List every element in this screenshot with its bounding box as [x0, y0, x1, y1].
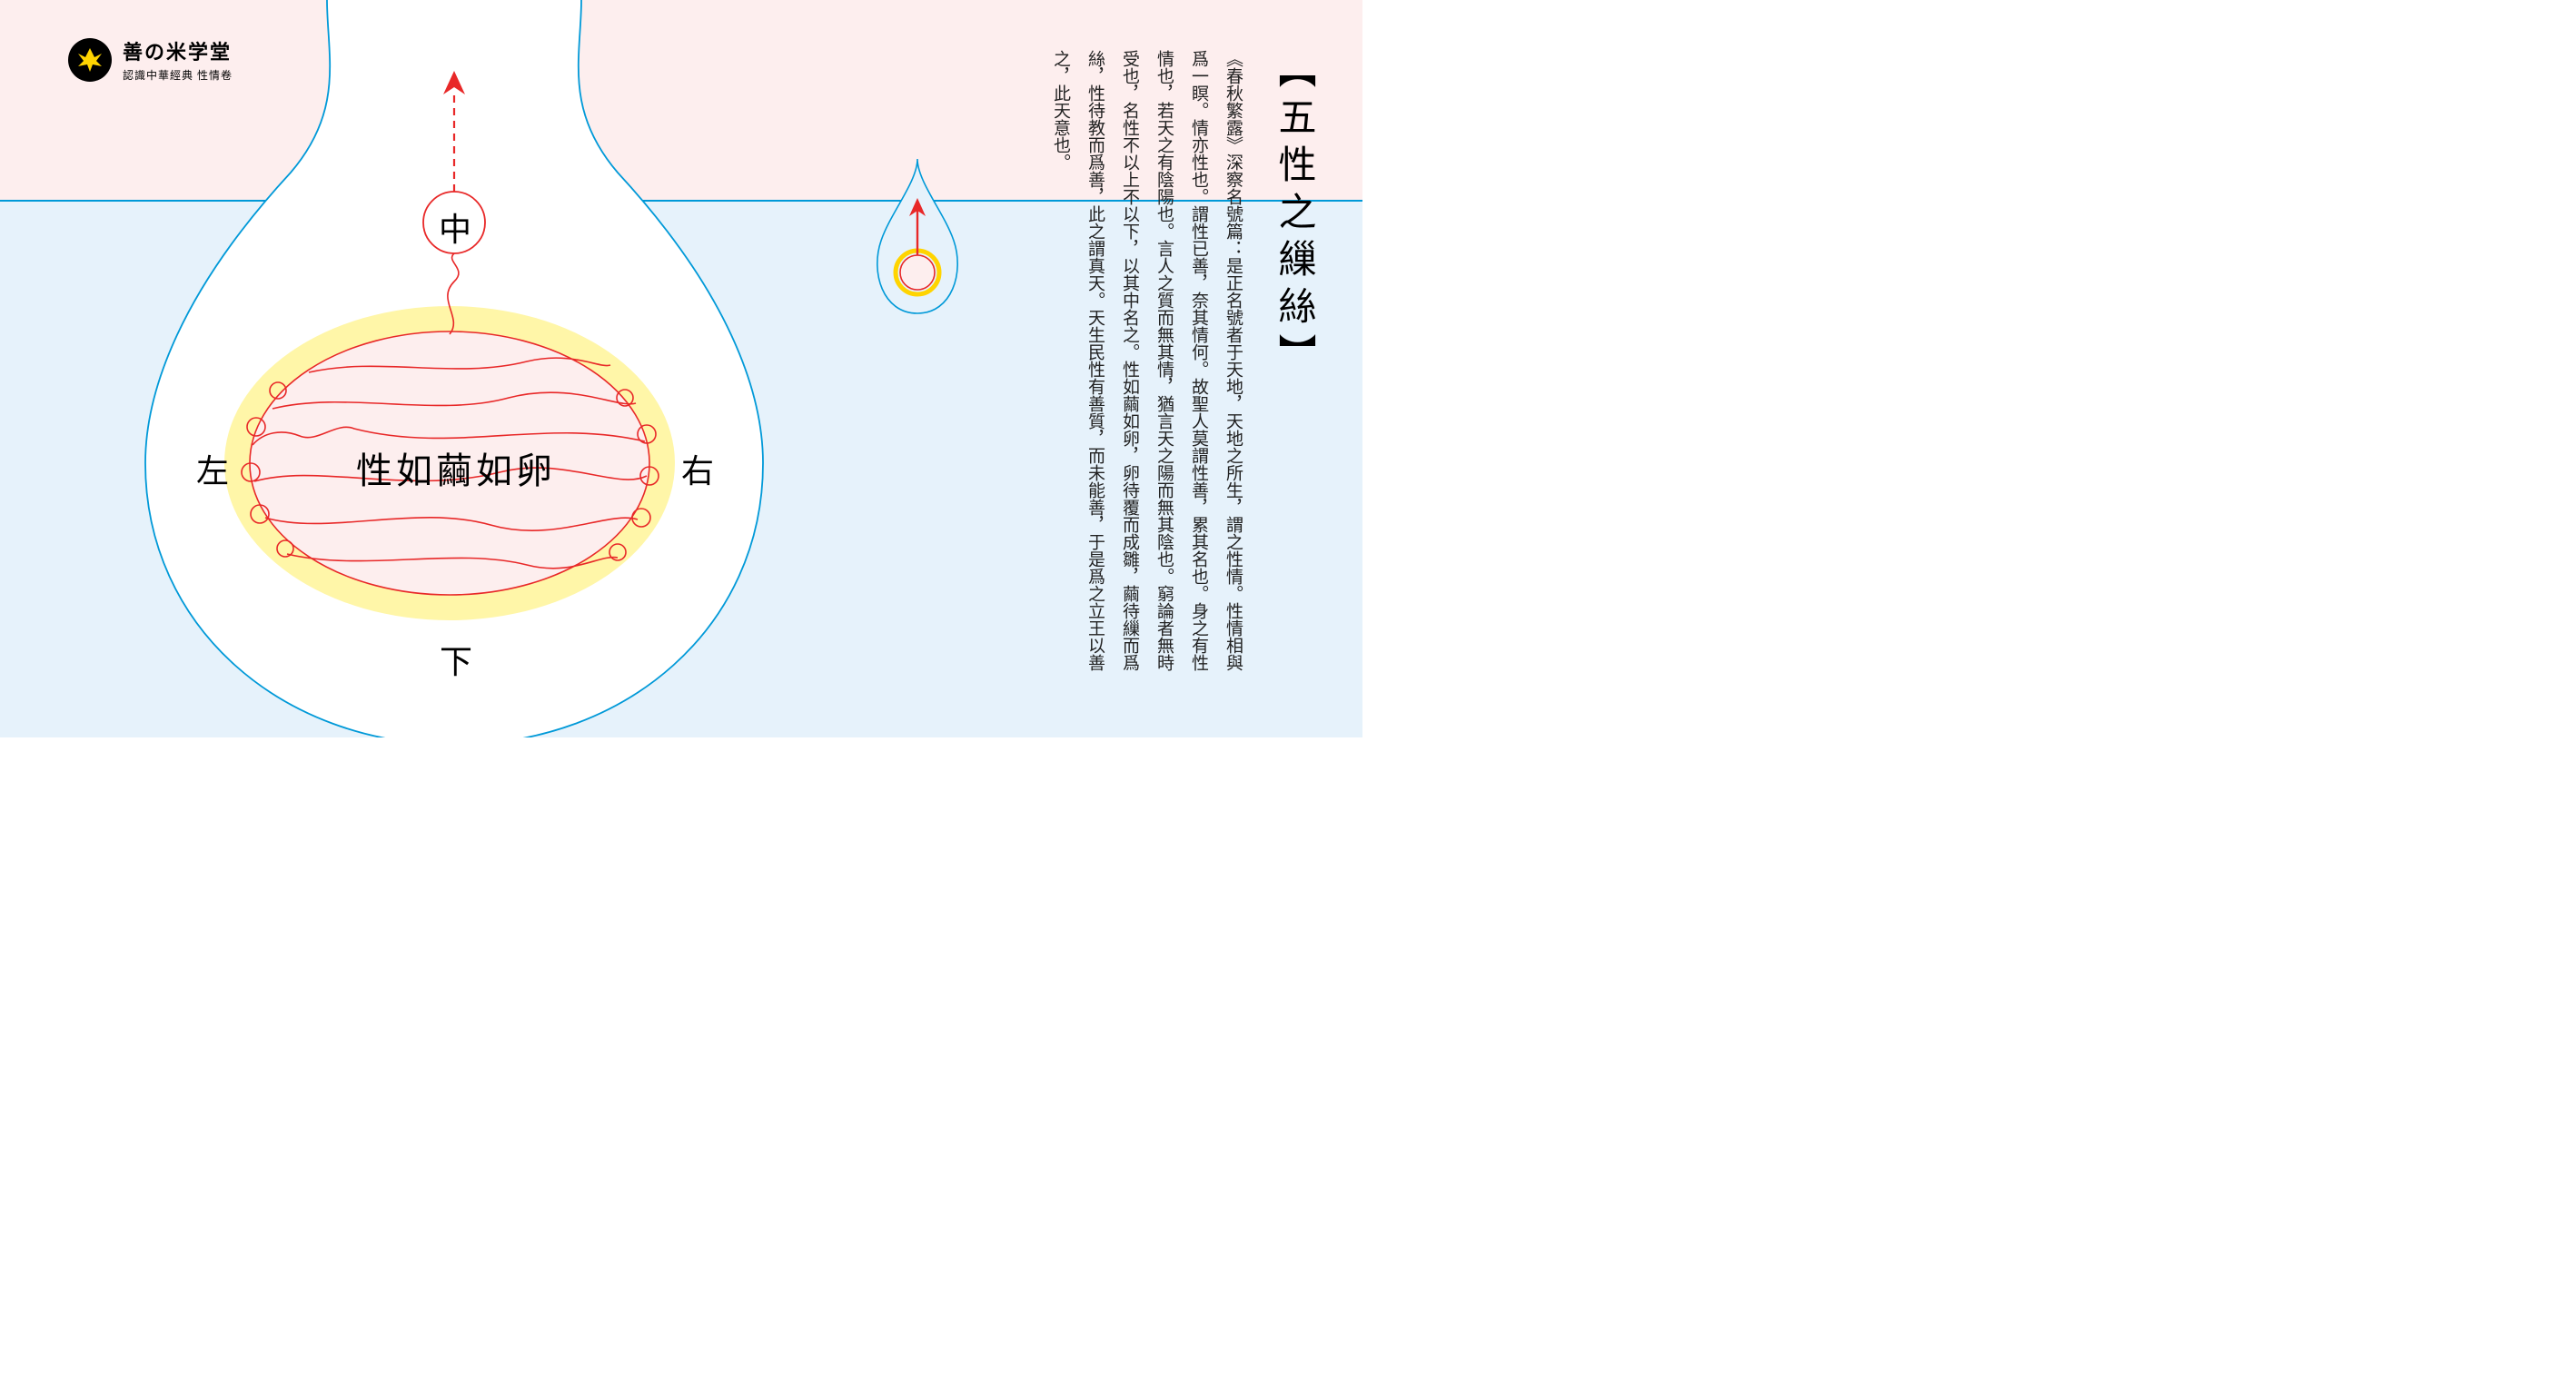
- label-right: 右: [681, 445, 714, 492]
- small-drop-inner: [900, 255, 935, 290]
- diagram: [0, 0, 999, 737]
- label-bottom: 下: [440, 636, 472, 683]
- text-panel: 【五性之繅絲】 《春秋繁露》深察名號篇：是正名號者于天地，天地之所生，謂之性情。…: [1043, 50, 1322, 688]
- label-left: 左: [196, 445, 229, 492]
- label-center: 中: [439, 203, 471, 251]
- cocoon-label: 性如繭如卵: [356, 441, 556, 494]
- title: 【五性之繅絲】: [1266, 50, 1322, 688]
- body-text: 《春秋繁露》深察名號篇：是正名號者于天地，天地之所生，謂之性情。性情相與爲一瞑。…: [1043, 50, 1250, 686]
